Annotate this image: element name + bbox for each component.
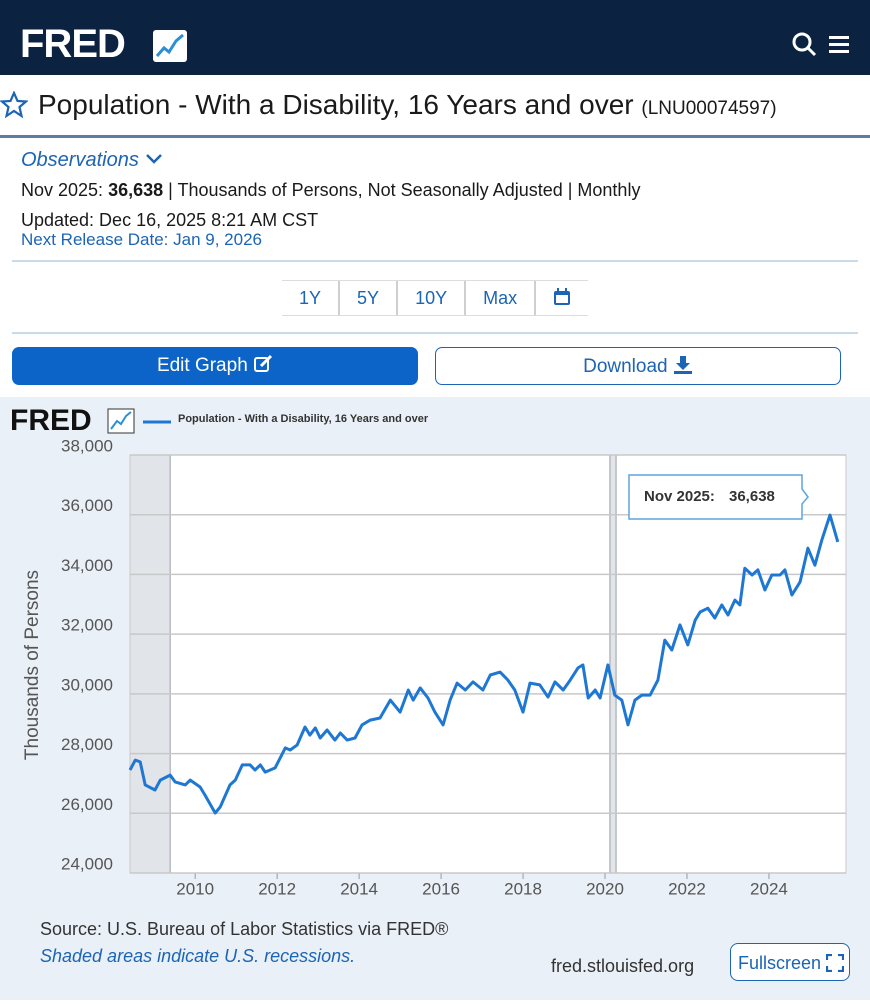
fullscreen-label: Fullscreen xyxy=(738,953,822,973)
nav-icons[interactable] xyxy=(790,31,852,59)
download-label: Download xyxy=(583,356,668,377)
logo-icon xyxy=(153,30,187,62)
observations-label: Observations xyxy=(21,149,139,171)
y-tick-label: 38,000 xyxy=(61,436,113,455)
y-tick-label: 26,000 xyxy=(61,795,113,814)
edit-label: Edit Graph xyxy=(156,355,248,376)
obs-value: 36,638 xyxy=(108,180,164,200)
source: Source: U.S. Bureau of Labor Statistics … xyxy=(40,919,449,939)
divider xyxy=(12,260,858,262)
tooltip: Nov 2025: 36,638 xyxy=(628,474,809,520)
range-button[interactable]: Max xyxy=(466,281,537,315)
y-tick-label: 32,000 xyxy=(61,616,113,635)
y-axis-label: Thousands of Persons xyxy=(22,570,43,760)
edit-icon xyxy=(254,354,273,372)
y-tick-label: 34,000 xyxy=(61,556,113,575)
chart-container: FRED Thousands of Persons 24,000 26,000 28… xyxy=(0,397,870,1000)
tooltip-value: 36,638 xyxy=(729,488,775,505)
url: fred.stlouisfed.org xyxy=(551,956,695,976)
obs-units: | Thousands of Persons, Not Seasonally A… xyxy=(168,180,641,200)
updated: Updated: Dec 16, 2025 8:21 AM CST xyxy=(21,210,319,230)
fullscreen-icon xyxy=(825,953,845,973)
x-tick-label: 2022 xyxy=(668,879,706,898)
download-icon xyxy=(673,356,692,374)
range-button[interactable]: 10Y xyxy=(398,281,467,315)
x-tick-label: 2020 xyxy=(586,879,624,898)
y-tick-label: 30,000 xyxy=(61,675,113,694)
recession-shade xyxy=(129,454,171,874)
plot-area xyxy=(130,455,846,873)
observation-line: Nov 2025: 36,638 | Thousands of Persons,… xyxy=(21,180,640,201)
recession-shade xyxy=(609,454,617,874)
chart-logo-icon xyxy=(107,408,135,434)
y-tick-label: 24,000 xyxy=(61,854,113,873)
x-tick-label: 2012 xyxy=(258,879,296,898)
fullscreen-button[interactable]: Fullscreen xyxy=(730,943,850,981)
next-release[interactable]: Next Release Date: Jan 9, 2026 xyxy=(21,230,262,249)
plot-border xyxy=(129,454,847,874)
tooltip-label: Nov 2025: xyxy=(644,488,715,505)
tooltip-box xyxy=(628,474,809,520)
range-button[interactable]: 1Y xyxy=(282,281,341,315)
chart-logo: FRED xyxy=(10,404,92,437)
x-tick-label: 2024 xyxy=(750,879,788,898)
series-name: Population - With a Disability, 16 Years… xyxy=(38,89,634,120)
title-row xyxy=(0,75,870,138)
x-tick-label: 2010 xyxy=(176,879,214,898)
series-id: (LNU00074597) xyxy=(641,98,777,119)
chart: FRED Thousands of Persons 24,000 26,000 28… xyxy=(10,404,847,898)
series-title: Population - With a Disability, 16 Years… xyxy=(38,89,777,121)
range-button[interactable]: 5Y xyxy=(340,281,399,315)
divider xyxy=(12,332,858,334)
x-tick-label: 2018 xyxy=(504,879,542,898)
edit-graph-button[interactable]: Edit Graph xyxy=(12,347,418,385)
download-button[interactable]: Download xyxy=(435,347,841,385)
range-buttons: 1Y 5Y 10Y Max xyxy=(282,280,589,316)
x-tick-label: 2016 xyxy=(422,879,460,898)
favorite-star[interactable] xyxy=(0,91,28,119)
y-tick-label: 36,000 xyxy=(61,496,113,515)
legend-label: Population - With a Disability, 16 Years… xyxy=(178,413,429,425)
y-tick-label: 28,000 xyxy=(61,735,113,754)
x-tick-label: 2014 xyxy=(340,879,378,898)
observations-toggle[interactable]: Observations xyxy=(21,149,164,172)
recession-note: Shaded areas indicate U.S. recessions. xyxy=(40,946,356,966)
calendar-icon xyxy=(554,288,571,305)
logo[interactable]: FRED xyxy=(20,22,126,66)
calendar-button[interactable] xyxy=(536,281,588,315)
chevron xyxy=(146,154,163,164)
series-line xyxy=(128,513,840,815)
top-bar xyxy=(0,0,870,75)
obs-period: Nov 2025: xyxy=(21,180,104,200)
